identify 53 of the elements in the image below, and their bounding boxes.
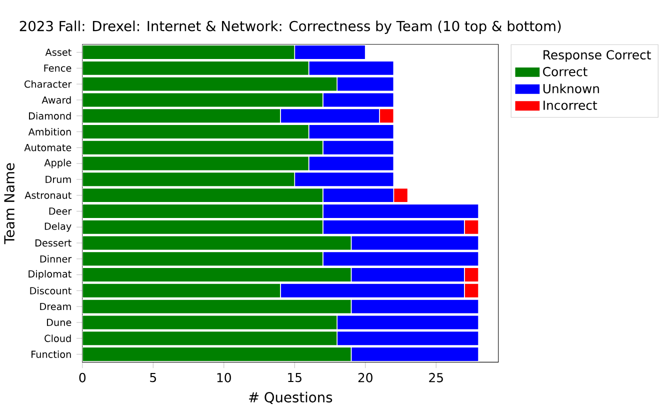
y-tick-label: Function [32, 350, 71, 358]
bar [82, 188, 324, 203]
bar [82, 44, 296, 60]
y-tick-label: Drum [46, 176, 71, 183]
bar [82, 298, 352, 314]
bar [82, 140, 324, 156]
bar [82, 251, 324, 266]
bar [82, 108, 281, 124]
y-tick-label: Character [24, 80, 72, 88]
legend-label: Unknown [543, 84, 599, 94]
bar [82, 314, 338, 330]
y-tick-label: Fence [44, 64, 72, 72]
x-tick-label: 25 [429, 372, 443, 382]
y-tick-label: Delay [44, 222, 72, 232]
bar [82, 204, 324, 219]
bar [82, 235, 352, 251]
y-tick-label: Astronaut [24, 192, 72, 199]
y-tick-label: Discount [30, 286, 72, 294]
bar [82, 60, 310, 76]
y-tick-label: Award [42, 96, 71, 104]
legend-label: Correct [543, 66, 588, 76]
bar [82, 283, 281, 298]
bar [82, 219, 324, 235]
x-tick-label: 5 [150, 372, 156, 382]
y-tick-label: Apple [44, 158, 72, 168]
x-tick-label: 15 [288, 372, 302, 382]
bar [82, 76, 338, 92]
x-tick-label: 0 [79, 372, 86, 382]
bar [82, 156, 310, 172]
y-tick-label: Dune [46, 318, 72, 326]
x-tick-label: 20 [358, 372, 372, 382]
bar [82, 172, 296, 187]
y-tick-label: Dinner [40, 255, 72, 263]
y-tick-label: Asset [45, 48, 72, 56]
y-tick-label: Diplomat [28, 270, 72, 280]
y-tick-label: Dream [40, 302, 71, 310]
y-tick-label: Automate [24, 144, 72, 152]
bar [82, 124, 310, 140]
bar [82, 330, 338, 346]
y-tick-label: Cloud [44, 334, 71, 342]
bar [82, 92, 324, 108]
y-tick-label: Diamond [29, 112, 71, 120]
chart-title: 2023 Fall: Drexel: Internet & Network: Correctness by Team (10 top & bottom) [20, 20, 561, 34]
x-axis-title: # Questions [249, 392, 332, 404]
x-tick-label: 10 [217, 372, 231, 382]
legend-title: Response Correct [544, 50, 651, 62]
y-tick-label: Ambition [28, 128, 71, 136]
y-tick-label: Dessert [35, 239, 72, 247]
bar [82, 267, 352, 282]
bar [82, 346, 352, 362]
y-tick-label: Deer [49, 208, 72, 215]
y-axis-title: Team Name [4, 163, 15, 244]
legend-label: Incorrect [544, 100, 598, 110]
